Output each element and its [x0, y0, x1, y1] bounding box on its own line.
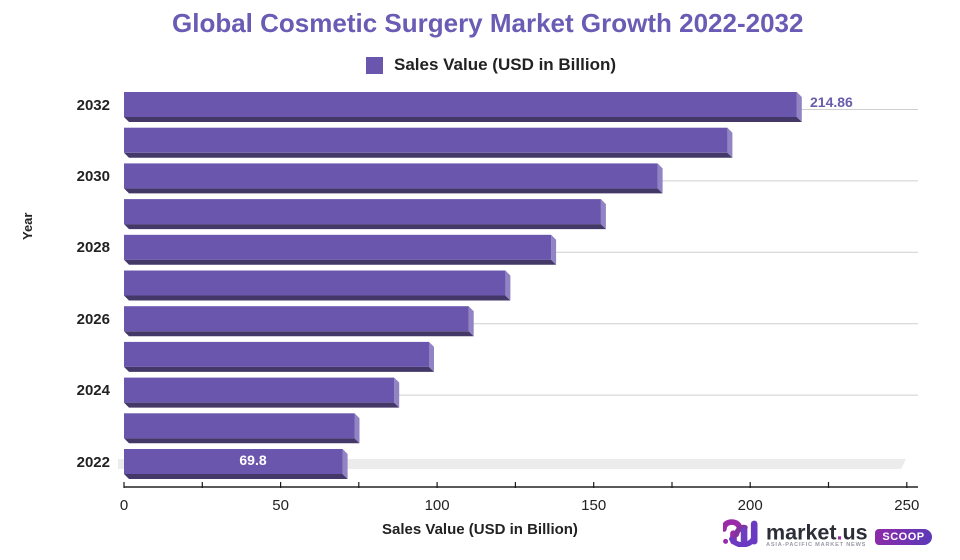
svg-text:ASIA-PACIFIC MARKET NEWS: ASIA-PACIFIC MARKET NEWS [766, 542, 866, 547]
svg-text:market.us: market.us [766, 521, 868, 545]
